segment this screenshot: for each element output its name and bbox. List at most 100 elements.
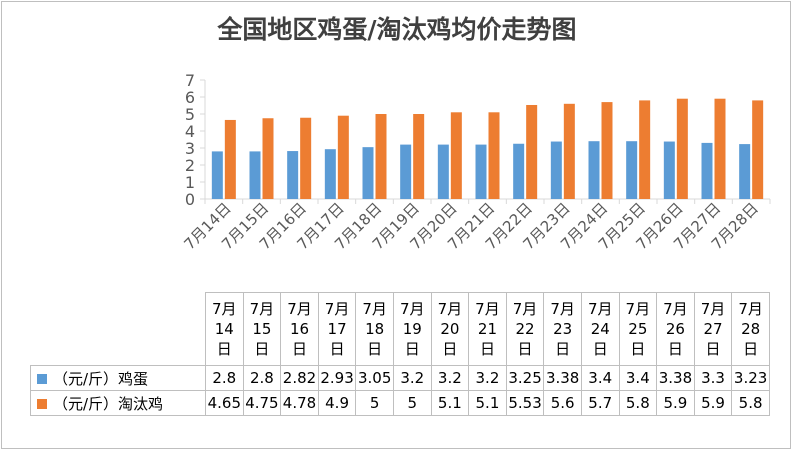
table-value-cell: 3.38 — [656, 365, 695, 391]
culled-hen-bar-6 — [413, 114, 425, 199]
y-tick-label: 5 — [185, 105, 195, 124]
table-header-cell: 7月 14 日 — [205, 292, 244, 366]
table-header-line: 7月 — [399, 300, 425, 318]
table-value-cell: 3.2 — [392, 365, 432, 391]
table-value-cell: 2.93 — [317, 365, 357, 391]
table-value-cell: 3.23 — [731, 365, 770, 391]
culled-hen-bar-9 — [526, 104, 538, 199]
table-header-line: 7月 — [738, 300, 763, 318]
culled-hen-bar-13 — [676, 98, 688, 199]
table-header-line: 7月 — [249, 300, 275, 318]
table-header-cell: 7月 26 日 — [656, 292, 695, 366]
legend-swatch — [37, 374, 47, 384]
egg-bar-14 — [701, 142, 713, 199]
table-header-line: 日 — [442, 340, 458, 358]
table-header-cell: 7月 15 日 — [242, 292, 282, 366]
table-value-cell: 3.4 — [580, 365, 620, 391]
table-header-line: 日 — [404, 340, 420, 358]
table-value-cell: 5.8 — [618, 390, 658, 416]
table-header-cell: 7月 22 日 — [505, 292, 545, 366]
culled-hen-bar-7 — [450, 112, 462, 199]
table-value-cell: 4.75 — [242, 390, 282, 416]
table-value-cell: 5.8 — [731, 390, 770, 416]
table-value-cell: 3.2 — [468, 365, 507, 391]
egg-bar-12 — [626, 141, 638, 199]
table-value-cell: 3.38 — [543, 365, 582, 391]
culled-hen-bar-2 — [262, 118, 274, 199]
table-row-egg: （元/斤）鸡蛋 2.8 2.8 2.82 2.93 3.05 3.2 3.2 3.2 3.25 3.… — [30, 365, 770, 391]
table-header-cell: 7月 20 日 — [430, 292, 470, 366]
table-header-cell: 7月 19 日 — [392, 292, 432, 366]
table-header-cell: 7月 25 日 — [618, 292, 658, 366]
egg-bar-7 — [437, 144, 449, 199]
culled-hen-bar-12 — [639, 100, 651, 199]
y-tick-label: 3 — [185, 139, 195, 158]
table-header-line: 日 — [743, 340, 759, 358]
table-value-cell: 5.9 — [693, 390, 733, 416]
table-header-line: 26 — [665, 320, 685, 338]
table-header-row: 7月 14 日 7月 15 日 7月 16 日 7月 17 日 7月 18 日 7月 19 日 7月 20 日 7月 21 日… — [31, 292, 770, 366]
table-value-cell: 3.2 — [430, 365, 470, 391]
table-row-culled-hen: （元/斤）淘汰鸡 4.65 4.75 4.78 4.9 5 5 5.1 5.1 5.53 5.6 5.… — [30, 390, 770, 416]
table-header-line: 日 — [705, 340, 721, 358]
table-value-cell: 2.8 — [205, 365, 244, 391]
egg-bar-11 — [588, 141, 600, 199]
table-header-line: 日 — [555, 340, 571, 358]
legend-swatch — [37, 399, 47, 409]
table-header-line: 23 — [553, 320, 573, 338]
y-tick-label: 4 — [185, 122, 195, 141]
table-header-line: 日 — [291, 340, 307, 358]
egg-bar-5 — [362, 147, 374, 199]
table-header-line: 16 — [289, 320, 310, 338]
table-header-line: 28 — [741, 320, 761, 338]
table-header-line: 14 — [214, 320, 234, 338]
table-header-cell: 7月 16 日 — [280, 292, 319, 366]
table-header-line: 7月 — [625, 300, 651, 318]
table-header-line: 7月 — [663, 300, 688, 318]
egg-bar-2 — [249, 151, 261, 199]
egg-bar-3 — [287, 151, 299, 199]
table-header-line: 日 — [254, 340, 270, 358]
chart-title: 全国地区鸡蛋/淘汰鸡均价走势图 — [217, 15, 577, 44]
table-header-line: 日 — [216, 340, 232, 358]
table-header-line: 日 — [630, 340, 646, 358]
table-header-line: 25 — [628, 320, 648, 338]
egg-bar-8 — [475, 144, 487, 199]
table-value-cell: 3.05 — [355, 365, 394, 391]
y-tick-label: 6 — [185, 88, 195, 107]
table-header-line: 日 — [667, 340, 683, 358]
table-header-line: 7月 — [587, 300, 613, 318]
legend-label: （元/斤）淘汰鸡 — [53, 394, 164, 413]
table-value-cell: 4.9 — [317, 390, 357, 416]
culled-hen-bar-14 — [714, 98, 726, 199]
table-header-line: 17 — [327, 320, 347, 338]
table-header-line: 7月 — [437, 300, 463, 318]
table-header-line: 21 — [477, 320, 497, 338]
legend-label: （元/斤）鸡蛋 — [53, 369, 149, 388]
table-header-cell: 7月 23 日 — [543, 292, 582, 366]
culled-hen-bar-5 — [375, 114, 387, 199]
table-header-line: 27 — [703, 320, 723, 338]
table-value-cell: 2.82 — [280, 365, 319, 391]
legend-entry: （元/斤）淘汰鸡 — [30, 390, 206, 416]
table-header-line: 7月 — [212, 300, 237, 318]
table-header-cell: 7月 24 日 — [580, 292, 620, 366]
egg-bar-1 — [211, 151, 223, 199]
culled-hen-bar-8 — [488, 112, 500, 199]
table-header-line: 22 — [515, 320, 535, 338]
table-header-line: 日 — [592, 340, 608, 358]
table-value-cell: 5.9 — [656, 390, 695, 416]
table-header-line: 7月 — [362, 300, 387, 318]
table-header-cell: 7月 27 日 — [693, 292, 733, 366]
y-tick-label: 0 — [185, 190, 195, 209]
y-tick-label: 1 — [185, 173, 195, 192]
table-header-line: 18 — [365, 320, 385, 338]
table-header-line: 7月 — [550, 300, 575, 318]
egg-bar-13 — [663, 141, 675, 199]
table-header-line: 7月 — [700, 300, 726, 318]
table-value-cell: 5.53 — [505, 390, 545, 416]
culled-hen-bar-11 — [601, 102, 613, 199]
table-header-line: 日 — [479, 340, 495, 358]
culled-hen-bar-10 — [563, 103, 575, 199]
